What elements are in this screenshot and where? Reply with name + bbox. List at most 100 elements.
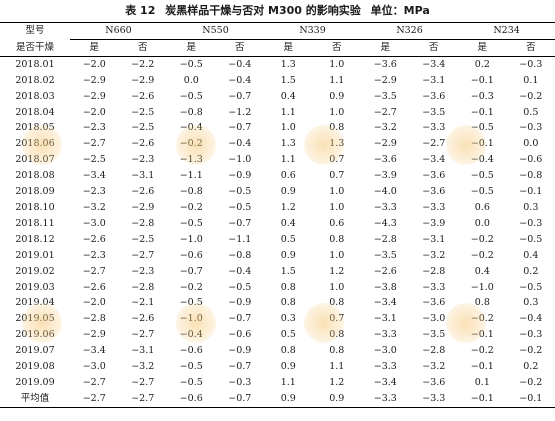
table-cell: −3.1 [131,345,155,357]
table-row: 2018.10 −3.2 −2.9 −0.2 −0.5 1.2 1.0 −3.3 −3.3 0.6… [0,200,555,216]
table-cell: −3.3 [373,201,397,213]
table-cell: −0.1 [470,329,494,341]
table-cell: 0.4 [280,90,296,102]
table-cell: −1.1 [228,233,252,245]
table-unit: 单位：MPa [370,4,430,17]
table-cell: 0.9 [264,390,313,408]
table-cell: −2.7 [82,138,106,150]
table-cell: −0.6 [179,249,203,261]
header-no: 否 [215,39,265,57]
table-cell: 0.8 [474,297,490,309]
table-cell: −2.7 [131,329,155,341]
table-cell: −0.4 [470,154,494,166]
table-cell: 1.3 [280,58,296,70]
table-cell: −3.1 [373,313,397,325]
header-no: 否 [312,39,362,57]
table-cell: −2.3 [82,249,106,261]
table-cell: −2.6 [131,90,155,102]
table-cell: −3.6 [373,154,397,166]
table-cell: −0.7 [228,122,252,134]
table-cell: −3.2 [131,361,155,373]
table-row: 2018.11 −3.0 −2.8 −0.5 −0.7 0.4 0.6 −4.3 −3.9 0.0… [0,216,555,232]
table-cell: −0.5 [228,201,252,213]
table-cell: 0.0 [474,217,490,229]
table-cell: 0.9 [329,90,345,102]
table-cell: 0.3 [523,201,539,213]
table-cell: 0.7 [329,154,345,166]
table-cell: −0.7 [228,90,252,102]
table-cell: 0.8 [329,345,345,357]
table-cell: −0.2 [470,233,494,245]
table-cell: −2.6 [82,233,106,245]
table-cell: 0.3 [523,297,539,309]
table-cell: −2.8 [422,345,446,357]
table-cell: −0.7 [179,265,203,277]
table-cell: 0.7 [329,313,345,325]
table-row: 2019.01 −2.3 −2.7 −0.6 −0.8 0.9 1.0 −3.5 −3.2 −0.… [0,248,555,264]
table-cell: −0.1 [470,361,494,373]
table-cell: 0.8 [280,297,296,309]
table-cell: 1.1 [280,106,296,118]
header-yes: 是 [70,39,119,57]
table-cell: 0.2 [474,58,490,70]
table-cell: 0.6 [329,217,345,229]
table-cell: −0.2 [179,138,203,150]
table-cell: −3.8 [373,281,397,293]
row-label: 2019.07 [15,345,55,357]
row-label: 2018.05 [15,122,55,134]
table-cell: 1.0 [329,186,345,198]
row-label: 2019.04 [15,297,55,309]
table-cell: −0.8 [519,170,543,182]
table-cell: 0.6 [280,170,296,182]
table-cell: −3.0 [373,345,397,357]
table-cell: −0.1 [519,186,543,198]
table-cell: −3.6 [422,376,446,388]
row-label: 2018.09 [15,186,55,198]
table-cell: −2.7 [82,265,106,277]
table-row: 2018.03 −2.9 −2.6 −0.5 −0.7 0.4 0.9 −3.5 −3.6 −0.… [0,89,555,105]
table-cell: −0.2 [470,249,494,261]
table-cell: 0.5 [280,329,296,341]
table-cell: −0.9 [228,345,252,357]
table-cell: −0.3 [470,90,494,102]
table-row: 2018.06 −2.7 −2.6 −0.2 −0.4 1.3 1.3 −2.9 −2.7 −0.… [0,136,555,152]
table-cell: 0.8 [329,122,345,134]
table-cell: −0.6 [519,154,543,166]
table-cell: 0.8 [280,281,296,293]
table-cell: −2.9 [131,74,155,86]
row-label: 2019.02 [15,265,55,277]
table-cell: −2.3 [131,154,155,166]
table-cell: 1.0 [280,122,296,134]
table-cell: 0.4 [474,265,490,277]
table-cell: −3.6 [422,170,446,182]
header-no: 否 [409,39,459,57]
table-cell: −3.6 [373,58,397,70]
header-no: 否 [506,39,555,57]
table-cell: −0.5 [179,58,203,70]
header-yes: 是 [458,39,507,57]
header-model: N326 [361,22,459,40]
table-cell: −3.4 [373,297,397,309]
table-cell: −0.5 [228,186,252,198]
table-cell: −3.6 [422,186,446,198]
table-cell: −0.9 [228,170,252,182]
table-cell: −2.6 [82,281,106,293]
table-cell: −0.6 [179,345,203,357]
table-row: 2019.03 −2.6 −2.8 −0.2 −0.5 0.8 1.0 −3.8 −3.3 −1.… [0,280,555,296]
table-cell: −0.5 [179,297,203,309]
table-cell: −0.7 [228,217,252,229]
table-cell: 1.0 [329,201,345,213]
table-cell: −2.6 [131,138,155,150]
table-cell: −0.3 [228,376,252,388]
row-label: 2018.01 [15,58,55,70]
table-cell: −2.5 [82,154,106,166]
table-cell: 1.1 [280,376,296,388]
header-model: N339 [264,22,362,40]
table-cell: 0.1 [474,376,490,388]
header-model: N660 [70,22,168,40]
table-cell: −0.1 [470,74,494,86]
table-cell: −1.0 [179,313,203,325]
table-cell: 1.2 [329,376,345,388]
table-cell: 0.8 [329,297,345,309]
row-label: 2018.11 [15,217,55,229]
